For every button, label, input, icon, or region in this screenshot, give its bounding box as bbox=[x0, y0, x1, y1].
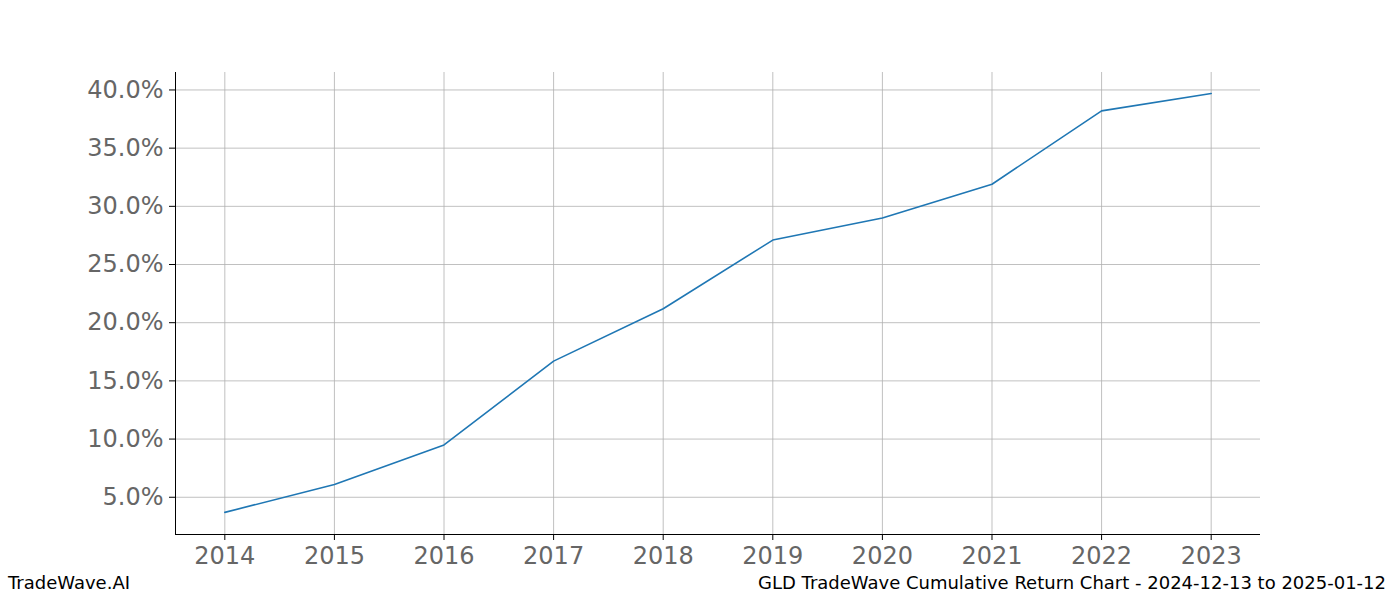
svg-text:40.0%: 40.0% bbox=[87, 76, 163, 104]
svg-text:2015: 2015 bbox=[304, 542, 365, 570]
svg-text:2022: 2022 bbox=[1071, 542, 1132, 570]
svg-text:15.0%: 15.0% bbox=[87, 367, 163, 395]
svg-text:25.0%: 25.0% bbox=[87, 250, 163, 278]
svg-text:5.0%: 5.0% bbox=[103, 483, 164, 511]
svg-text:20.0%: 20.0% bbox=[87, 308, 163, 336]
svg-text:2014: 2014 bbox=[194, 542, 255, 570]
svg-text:35.0%: 35.0% bbox=[87, 134, 163, 162]
svg-text:2020: 2020 bbox=[852, 542, 913, 570]
svg-text:2018: 2018 bbox=[633, 542, 694, 570]
html-text:GLD TradeWave Cumulative Retur: GLD TradeWave Cumulative Return Chart - … bbox=[758, 572, 1386, 593]
svg-text:2021: 2021 bbox=[961, 542, 1022, 570]
svg-text:10.0%: 10.0% bbox=[87, 425, 163, 453]
svg-text:2016: 2016 bbox=[413, 542, 474, 570]
svg-text:30.0%: 30.0% bbox=[87, 192, 163, 220]
svg-text:2023: 2023 bbox=[1181, 542, 1242, 570]
svg-text:2017: 2017 bbox=[523, 542, 584, 570]
svg-text:2019: 2019 bbox=[742, 542, 803, 570]
html-text:TradeWave.AI: TradeWave.AI bbox=[8, 572, 130, 593]
